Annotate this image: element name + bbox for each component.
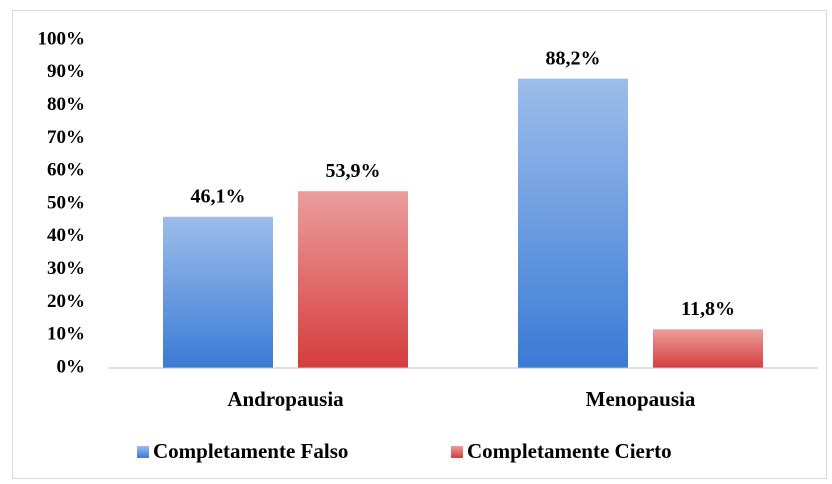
y-tick-label: 70% (47, 127, 85, 148)
y-tick-label: 60% (47, 160, 85, 181)
legend-label: Completamente Falso (153, 439, 348, 463)
x-tick-label: Menopausia (586, 387, 696, 411)
y-tick-label: 80% (47, 94, 85, 115)
data-label: 53,9% (326, 160, 381, 182)
chart-frame (12, 10, 827, 479)
y-tick-label: 20% (47, 291, 85, 312)
legend-label: Completamente Cierto (467, 439, 672, 463)
y-tick-label: 50% (47, 192, 85, 213)
bar (518, 78, 628, 368)
legend-marker (451, 446, 463, 458)
legend-marker (137, 446, 149, 458)
bar (163, 216, 273, 368)
data-label: 88,2% (546, 47, 601, 69)
data-label: 46,1% (191, 185, 246, 207)
data-label: 11,8% (681, 298, 735, 320)
x-tick-label: Andropausia (227, 387, 344, 411)
y-tick-label: 10% (47, 324, 85, 345)
y-tick-label: 0% (57, 356, 86, 377)
bar (653, 329, 763, 368)
y-tick-label: 100% (38, 28, 86, 49)
y-tick-label: 30% (47, 258, 85, 279)
y-tick-label: 90% (47, 61, 85, 82)
y-tick-label: 40% (47, 225, 85, 246)
bar (298, 191, 408, 368)
